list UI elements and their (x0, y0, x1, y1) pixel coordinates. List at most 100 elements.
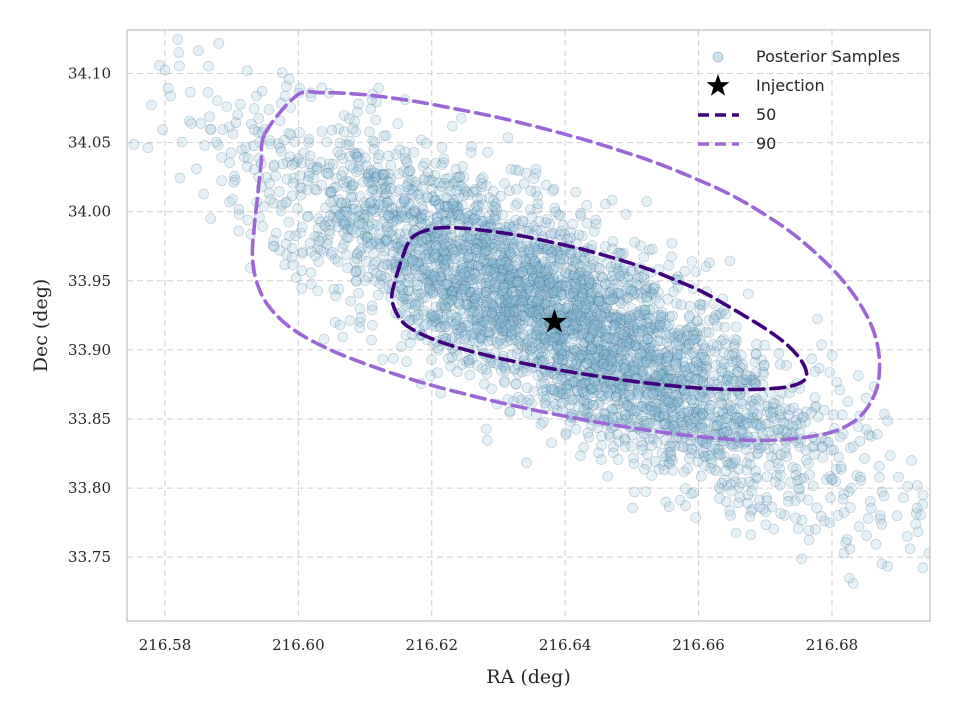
sample-point (351, 275, 363, 287)
sample-point (430, 301, 441, 313)
x-axis-label: RA (deg) (486, 666, 570, 688)
sample-point (594, 364, 605, 375)
sample-point (487, 298, 498, 310)
sample-point (328, 283, 340, 295)
sample-point (721, 426, 733, 438)
sample-point (403, 285, 415, 297)
sample-point (294, 182, 306, 193)
sample-point (697, 376, 709, 388)
sample-point (537, 323, 549, 334)
sample-point (421, 269, 433, 281)
sample-point (541, 268, 553, 279)
sample-point (602, 311, 614, 323)
sample-point (542, 296, 554, 308)
sample-point (732, 416, 744, 428)
sample-point (483, 328, 495, 340)
sample-point (701, 424, 712, 436)
sample-point (391, 215, 403, 226)
sample-point (516, 291, 528, 303)
sample-point (512, 343, 524, 355)
sample-point (633, 306, 645, 318)
sample-point (716, 425, 728, 436)
sample-point (506, 314, 518, 326)
sample-point (567, 394, 579, 405)
sample-point (560, 289, 572, 301)
sample-point (600, 278, 611, 289)
sample-point (629, 412, 641, 423)
sample-point (359, 230, 371, 242)
sample-point (446, 210, 458, 222)
sample-point (699, 342, 710, 354)
sample-point (490, 259, 501, 270)
sample-point (370, 256, 381, 268)
sample-point (520, 259, 532, 271)
sample-point (469, 291, 481, 303)
sample-point (154, 60, 165, 71)
sample-point (467, 302, 479, 314)
sample-point (552, 245, 564, 257)
sample-point (536, 325, 548, 337)
sample-point (426, 184, 438, 195)
sample-point (671, 344, 683, 356)
sample-point (754, 501, 766, 513)
sample-point (531, 307, 542, 318)
sample-point (516, 241, 528, 253)
sample-point (676, 440, 687, 452)
sample-point (501, 295, 513, 307)
legend-50-label: 50 (756, 105, 776, 124)
sample-point (694, 374, 706, 386)
sample-point (775, 508, 787, 519)
sample-point (796, 514, 808, 526)
sample-point (579, 350, 591, 362)
sample-point (587, 316, 599, 328)
sample-point (612, 341, 624, 352)
sample-point (730, 412, 741, 423)
sample-point (522, 283, 534, 295)
sample-point (479, 233, 491, 245)
sample-point (471, 247, 483, 259)
sample-point (610, 395, 622, 407)
sample-point (730, 321, 742, 333)
sample-point (229, 171, 240, 182)
sample-point (660, 418, 672, 429)
sample-point (649, 400, 661, 412)
sample-point (644, 324, 655, 336)
sample-point (766, 411, 778, 423)
sample-point (523, 394, 535, 406)
sample-point (564, 311, 576, 323)
sample-point (511, 313, 523, 325)
sample-point (472, 193, 483, 204)
sample-point (602, 471, 614, 482)
sample-point (651, 406, 663, 418)
sample-point (277, 158, 289, 170)
sample-point (874, 460, 885, 472)
sample-point (510, 214, 522, 226)
sample-point (461, 290, 473, 302)
sample-point (393, 168, 405, 179)
sample-point (321, 168, 332, 179)
sample-point (558, 348, 570, 360)
sample-point (703, 327, 715, 339)
sample-point (794, 491, 806, 502)
sample-point (375, 238, 386, 250)
sample-point (394, 144, 406, 156)
sample-point (536, 278, 548, 290)
sample-point (651, 411, 663, 423)
sample-point (682, 406, 694, 417)
sample-point (556, 249, 567, 261)
sample-point (628, 458, 640, 470)
sample-point (660, 362, 672, 373)
sample-point (287, 178, 299, 189)
sample-point (752, 472, 763, 484)
sample-point (553, 335, 565, 346)
sample-point (583, 307, 595, 319)
sample-point (456, 359, 468, 371)
sample-point (410, 256, 422, 268)
sample-point (663, 260, 675, 271)
sample-point (476, 363, 488, 374)
sample-point (205, 124, 216, 135)
sample-point (378, 130, 390, 142)
sample-point (445, 285, 456, 297)
sample-point (832, 510, 844, 521)
sample-point (582, 286, 594, 298)
